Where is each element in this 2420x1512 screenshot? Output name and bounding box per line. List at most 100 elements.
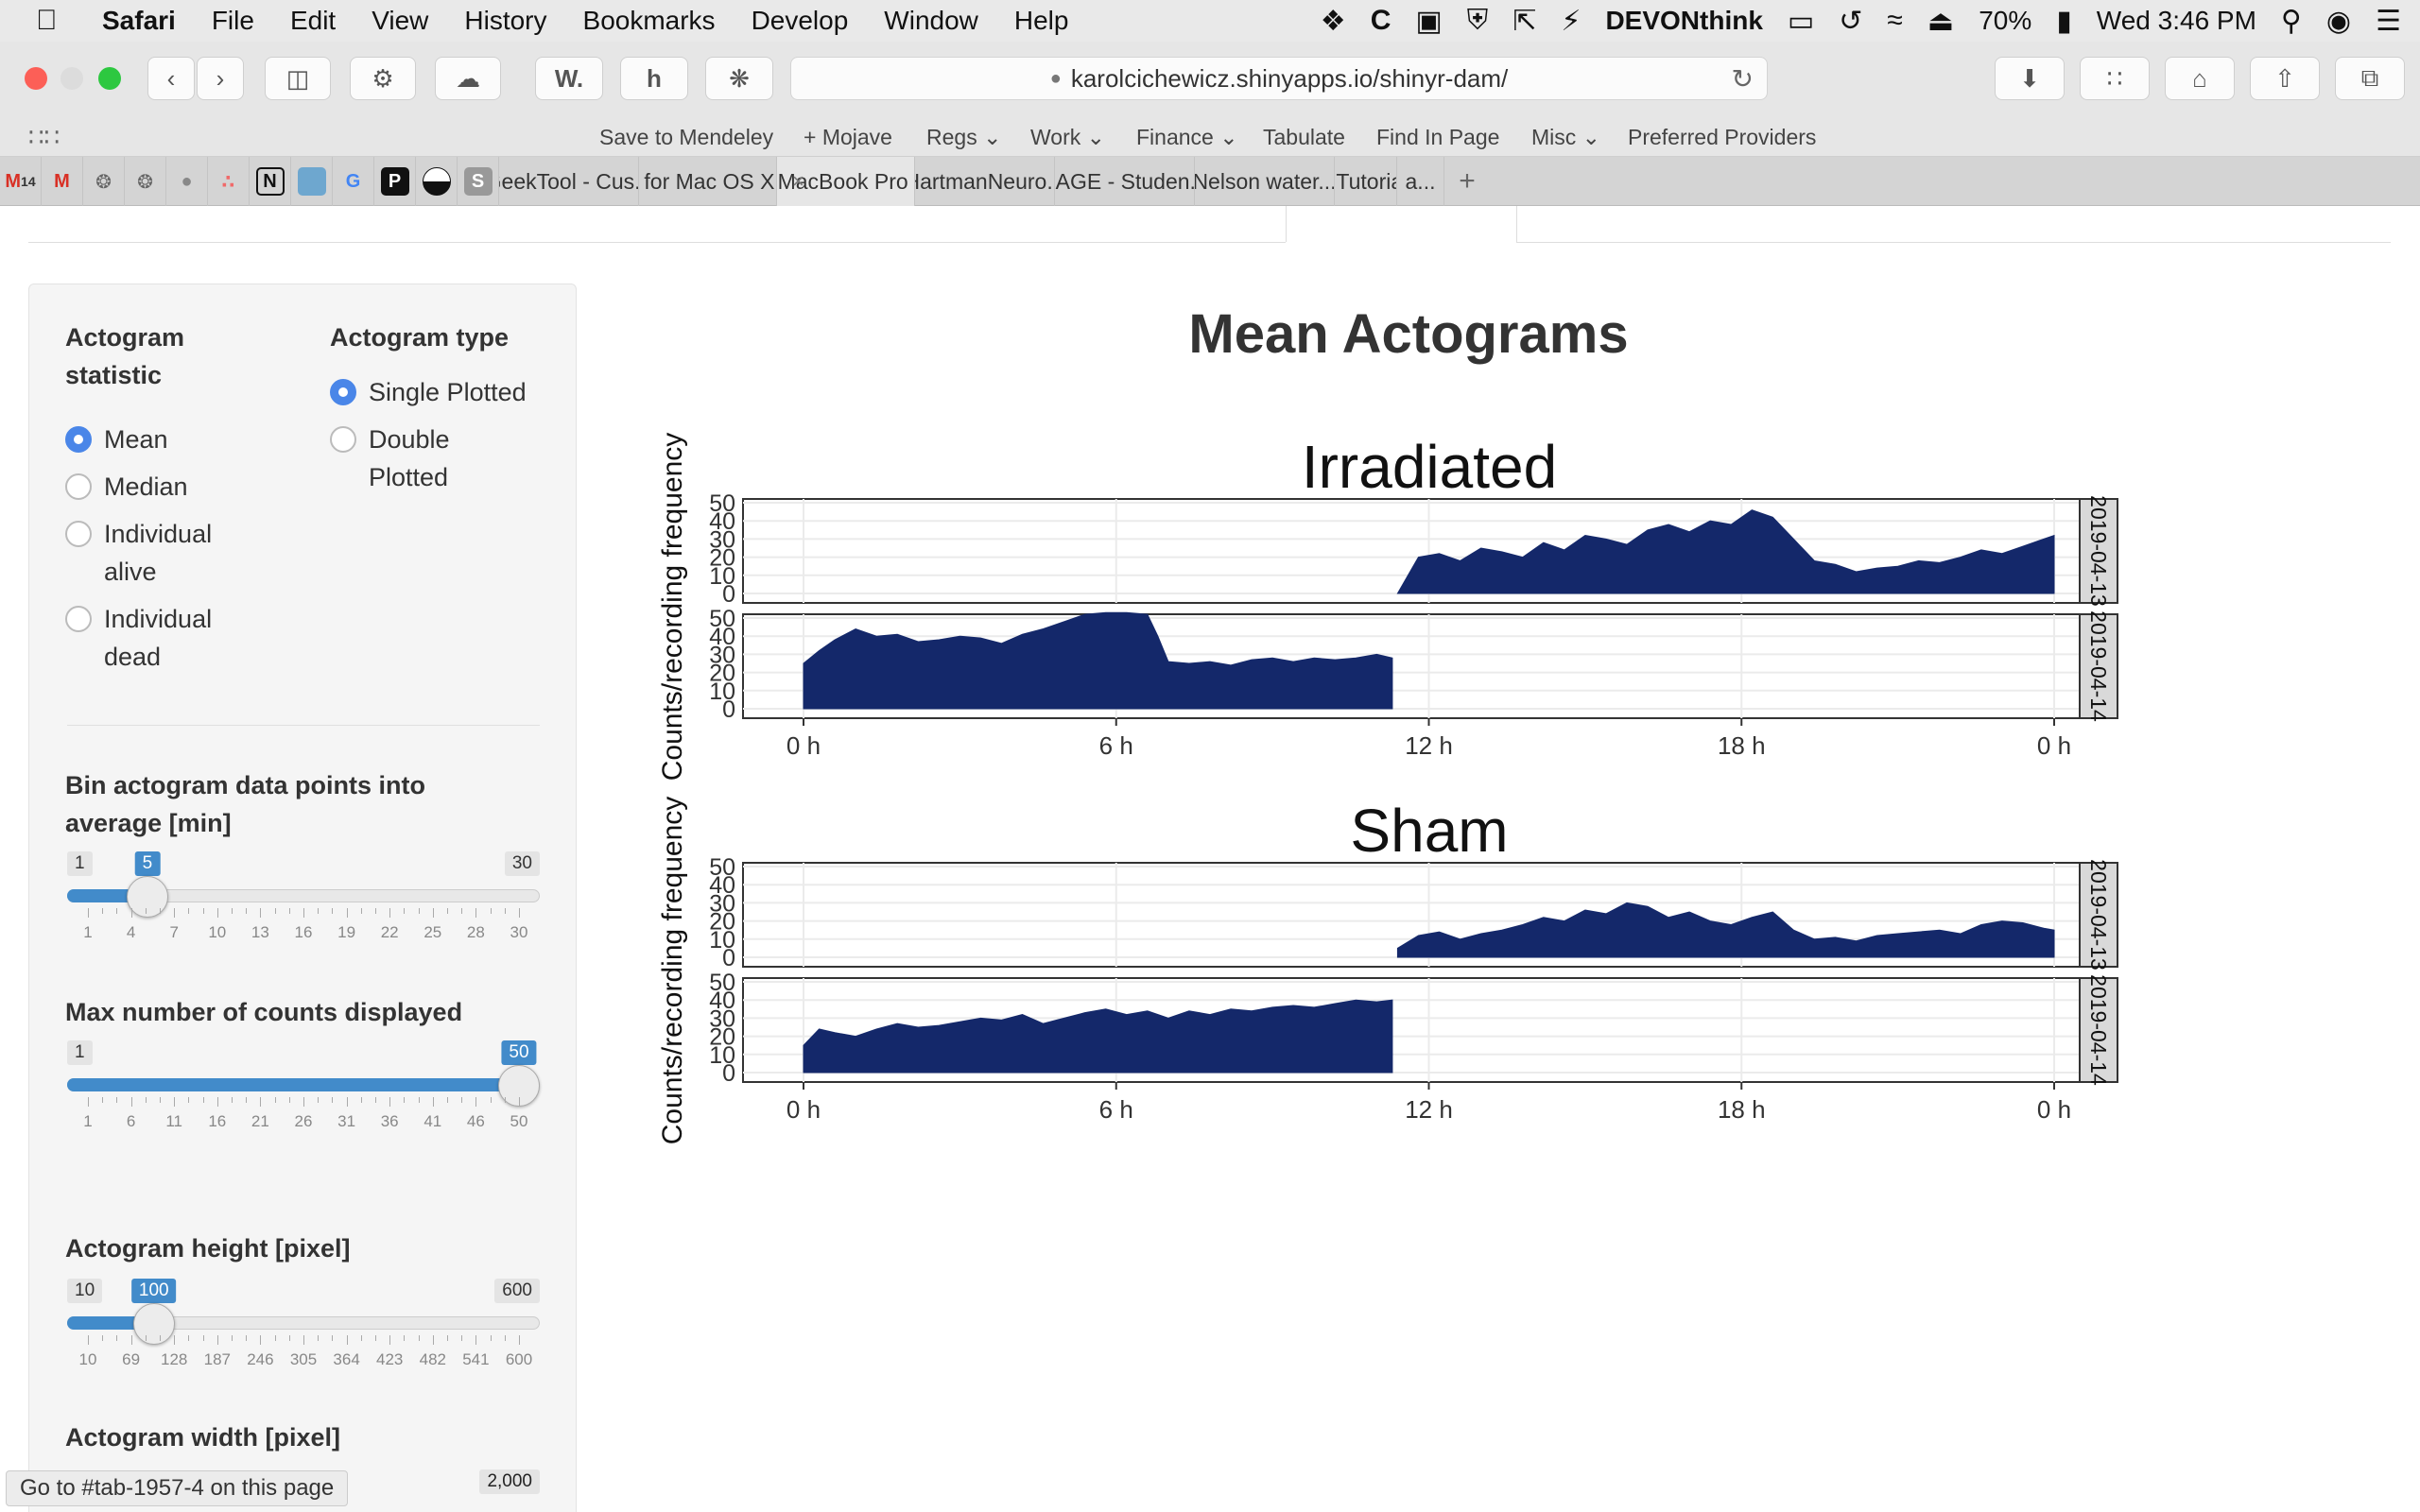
pinned-tab-halfcircle[interactable] bbox=[416, 157, 458, 206]
pinned-tab-asana[interactable]: ∴ bbox=[208, 157, 250, 206]
pinned-tab-apple[interactable]: ● bbox=[166, 157, 208, 206]
bookmark-save-to-mendeley[interactable]: Save to Mendeley bbox=[599, 125, 774, 149]
statistic-option-individual-alive[interactable]: Individual alive bbox=[65, 515, 212, 591]
reload-icon[interactable]: ↻ bbox=[1731, 64, 1754, 94]
tab-a[interactable]: a... bbox=[1397, 157, 1444, 206]
bin-label: Bin actogram data points into average [m… bbox=[65, 766, 425, 842]
menu-bookmarks[interactable]: Bookmarks bbox=[582, 6, 716, 35]
tab-geektool[interactable]: GeekTool - Cus... bbox=[499, 157, 639, 206]
tab-label: SAGE - Studen... bbox=[1055, 168, 1194, 194]
radio-mean[interactable] bbox=[65, 426, 92, 453]
screenshot-icon[interactable]: ▣ bbox=[1415, 5, 1443, 37]
time-machine-icon[interactable]: ↺ bbox=[1839, 5, 1863, 37]
slider-min-label: 10 bbox=[67, 1279, 103, 1303]
statistic-option-median[interactable]: Median bbox=[65, 468, 188, 506]
bookmark-finance[interactable]: Finance ⌄ bbox=[1136, 125, 1238, 150]
bookmark-find-in-page[interactable]: Find In Page bbox=[1376, 125, 1500, 149]
favorites-grid-icon[interactable]: ∷∷ bbox=[28, 123, 60, 151]
menubar-clock[interactable]: Wed 3:46 PM bbox=[2096, 6, 2256, 35]
pinned-tab-s[interactable]: S bbox=[458, 157, 499, 206]
extension-badge-button[interactable]: ❋ bbox=[705, 57, 773, 100]
hypothesis-button[interactable]: h bbox=[620, 57, 688, 100]
tab-overview-button[interactable]: ⧉ bbox=[2335, 57, 2405, 100]
dropbox-icon[interactable]: ❖ bbox=[1320, 5, 1346, 37]
tab-macbook-pro[interactable]: ×MacBook Pro "... bbox=[777, 157, 915, 206]
tab-sage[interactable]: SAGE - Studen... bbox=[1055, 157, 1195, 206]
type-option-single[interactable]: Single Plotted bbox=[330, 373, 527, 411]
menu-app-safari[interactable]: Safari bbox=[102, 6, 176, 35]
slider-handle[interactable] bbox=[126, 876, 168, 918]
w-extension-button[interactable]: W. bbox=[535, 57, 603, 100]
devonthink-menu[interactable]: DEVONthink bbox=[1605, 6, 1763, 35]
tab-tutorial[interactable]: - Tutorial bbox=[1335, 157, 1397, 206]
max-counts-slider[interactable]: 1 50 1 6 11 16 21 26 31 36 41 46 50 bbox=[67, 1040, 540, 1154]
radio-individual-dead[interactable] bbox=[65, 606, 92, 632]
tab-nelson-water[interactable]: Nelson water... bbox=[1195, 157, 1335, 206]
pinned-tab-gmail-1[interactable]: M 14 bbox=[0, 157, 42, 206]
shield-icon[interactable]: ⛨ bbox=[1466, 5, 1489, 36]
minimize-window-button[interactable] bbox=[60, 67, 83, 90]
bookmark-regs-label: Regs bbox=[926, 125, 977, 149]
spotlight-search-icon[interactable]: ⚲ bbox=[2280, 5, 2302, 37]
forward-button[interactable]: › bbox=[197, 57, 244, 100]
menu-file[interactable]: File bbox=[211, 6, 254, 35]
bookmark-preferred-providers[interactable]: Preferred Providers bbox=[1628, 125, 1817, 149]
cloud-button[interactable]: ☁ bbox=[435, 57, 501, 100]
wifi-icon[interactable]: ≈ bbox=[1887, 5, 1903, 36]
pinned-tab-p[interactable]: P bbox=[374, 157, 416, 206]
sidebar-toggle-button[interactable]: ◫ bbox=[265, 57, 331, 100]
statistic-option-mean[interactable]: Mean bbox=[65, 421, 168, 458]
bookmark-regs[interactable]: Regs ⌄ bbox=[926, 125, 1001, 150]
radio-median[interactable] bbox=[65, 473, 92, 500]
divider bbox=[67, 725, 540, 726]
tab-hartmanneuro[interactable]: HartmanNeuro... bbox=[915, 157, 1055, 206]
tab-r-for-mac[interactable]: R for Mac OS X... bbox=[639, 157, 777, 206]
airplay-icon[interactable]: ▭ bbox=[1787, 5, 1815, 37]
bookmark-misc[interactable]: Misc ⌄ bbox=[1531, 125, 1600, 150]
s-app-icon: S bbox=[463, 167, 493, 196]
notification-center-icon[interactable]: ☰ bbox=[2376, 5, 2401, 37]
share-button[interactable]: ⇧ bbox=[2250, 57, 2320, 100]
apple-menu-icon[interactable]:  bbox=[36, 5, 74, 37]
back-button[interactable]: ‹ bbox=[147, 57, 195, 100]
menu-view[interactable]: View bbox=[372, 6, 429, 35]
close-window-button[interactable] bbox=[25, 67, 47, 90]
radio-individual-alive[interactable] bbox=[65, 521, 92, 547]
close-tab-icon[interactable]: × bbox=[792, 169, 804, 193]
statistic-option-individual-dead[interactable]: Individual dead bbox=[65, 600, 212, 676]
radio-single-plotted[interactable] bbox=[330, 379, 356, 405]
battery-icon[interactable]: ▮ bbox=[2056, 5, 2072, 37]
pinned-tab-blue[interactable] bbox=[291, 157, 333, 206]
bookmark-work[interactable]: Work ⌄ bbox=[1030, 125, 1105, 150]
bookmark-tabulate[interactable]: Tabulate bbox=[1263, 125, 1345, 149]
menu-history[interactable]: History bbox=[464, 6, 547, 35]
lightning-icon[interactable]: ⚡ bbox=[1561, 5, 1582, 37]
pinned-tab-compass-2[interactable]: ❂ bbox=[125, 157, 166, 206]
radio-double-plotted[interactable] bbox=[330, 426, 356, 453]
new-tab-button[interactable]: + bbox=[1444, 157, 1490, 206]
siri-icon[interactable]: ◉ bbox=[2325, 5, 2352, 37]
type-option-double[interactable]: Double Plotted bbox=[330, 421, 450, 496]
c-app-icon[interactable]: C bbox=[1370, 5, 1392, 36]
eject-icon[interactable]: ⏏ bbox=[1927, 5, 1955, 37]
bookmark-mojave[interactable]: + Mojave bbox=[804, 125, 892, 149]
top-sites-button[interactable]: ∷ bbox=[2080, 57, 2150, 100]
actogram-height-label: Actogram height [pixel] bbox=[65, 1234, 351, 1263]
address-bar[interactable]: ● karolcichewicz.shinyapps.io/shinyr-dam… bbox=[790, 57, 1768, 100]
bin-slider[interactable]: 1 30 5 1 4 7 10 13 16 19 22 25 28 30 bbox=[67, 851, 540, 965]
pinned-tab-notion[interactable]: N bbox=[250, 157, 291, 206]
menu-help[interactable]: Help bbox=[1013, 6, 1069, 35]
slider-handle[interactable] bbox=[132, 1303, 175, 1345]
actogram-height-slider[interactable]: 10 600 100 10 69 128 187 246 305 364 423 482 541 6… bbox=[67, 1279, 540, 1392]
menu-develop[interactable]: Develop bbox=[751, 6, 849, 35]
pinned-tab-compass-1[interactable]: ❂ bbox=[83, 157, 125, 206]
pinned-tab-google[interactable]: G bbox=[333, 157, 374, 206]
downloads-button[interactable]: ⬇ bbox=[1995, 57, 2065, 100]
cursor-icon[interactable]: ⇱ bbox=[1512, 5, 1537, 37]
menu-edit[interactable]: Edit bbox=[289, 6, 337, 35]
home-button[interactable]: ⌂ bbox=[2165, 57, 2235, 100]
extension-gear-button[interactable]: ⚙ bbox=[350, 57, 416, 100]
menu-window[interactable]: Window bbox=[884, 6, 978, 35]
pinned-tab-gmail-2[interactable]: M bbox=[42, 157, 83, 206]
zoom-window-button[interactable] bbox=[98, 67, 121, 90]
